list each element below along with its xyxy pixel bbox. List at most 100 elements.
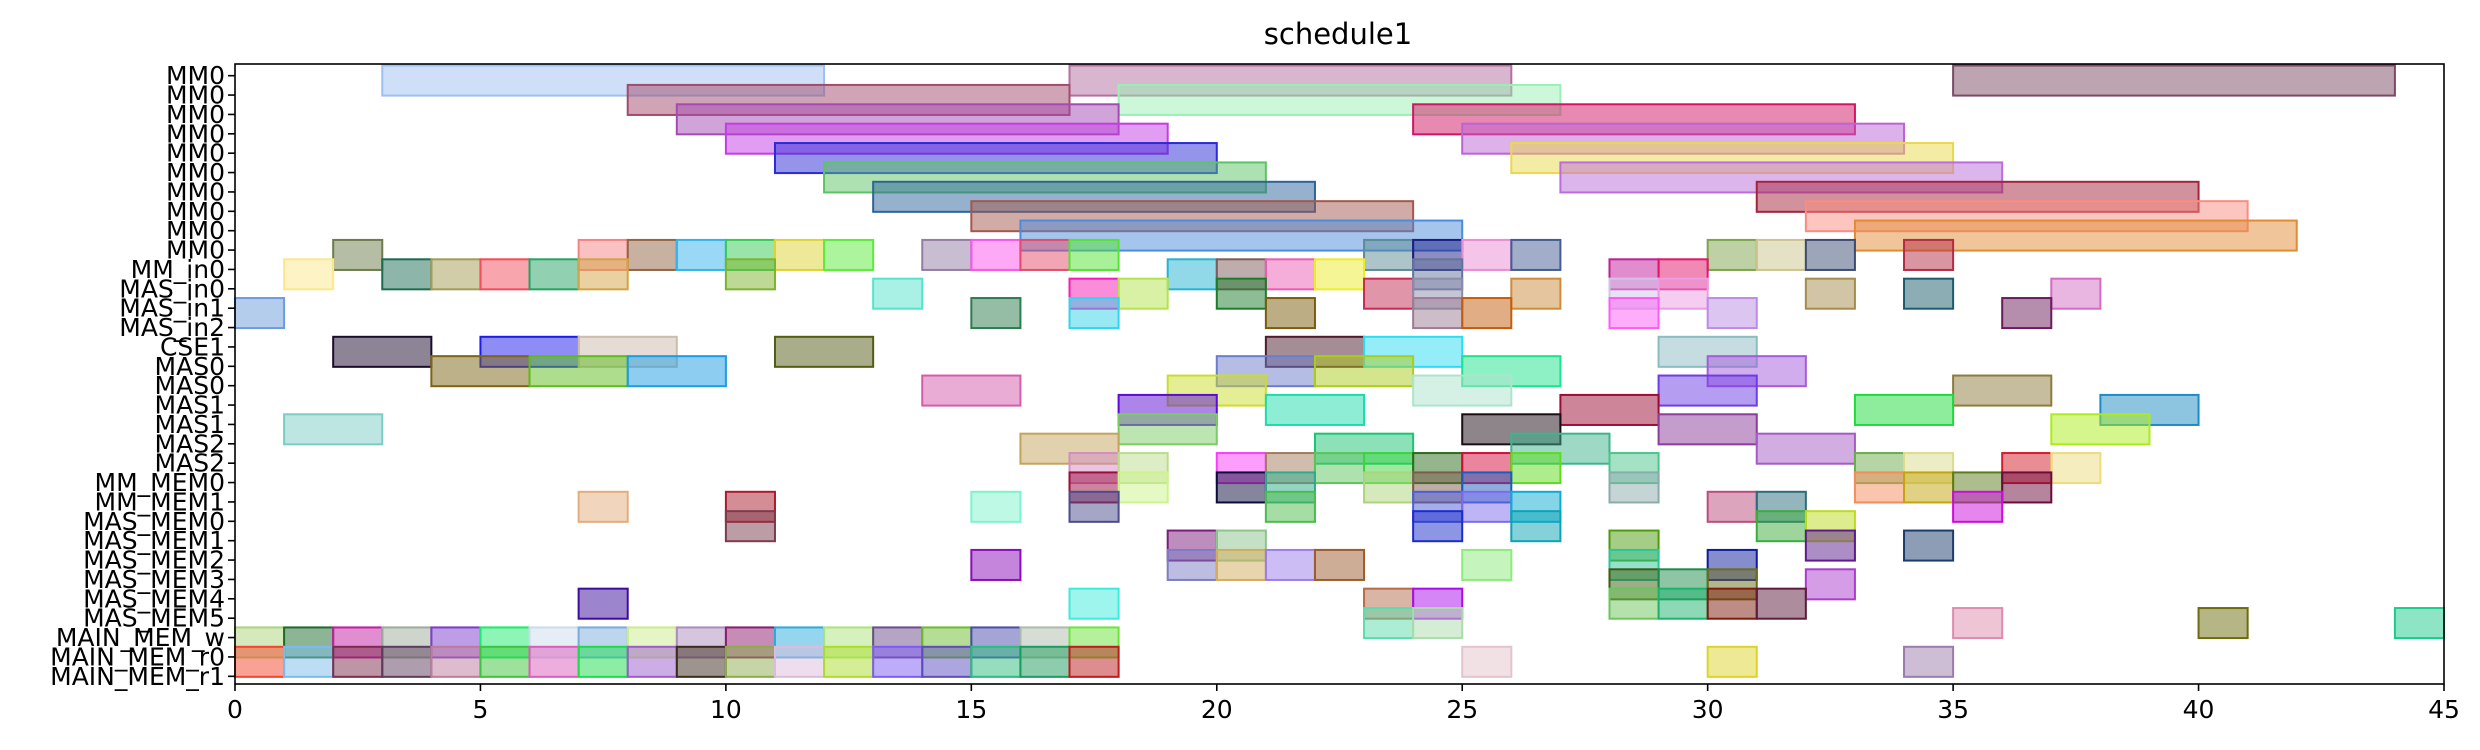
y-tick-label: MAS0 bbox=[155, 371, 225, 400]
task-bar bbox=[2393, 607, 2446, 640]
task-bar bbox=[872, 645, 924, 678]
task-bar bbox=[332, 335, 433, 368]
y-tick-label: MM0 bbox=[166, 119, 225, 148]
task-bar bbox=[970, 297, 1022, 330]
task-bar bbox=[970, 548, 1022, 581]
task-bar bbox=[1264, 548, 1316, 581]
task-bar bbox=[234, 297, 286, 330]
task-bar bbox=[921, 374, 1022, 407]
task-bar bbox=[1952, 374, 2053, 407]
task-bar bbox=[1657, 413, 1758, 446]
task-bar bbox=[528, 645, 580, 678]
task-bar bbox=[1755, 510, 1807, 543]
task-bar bbox=[1117, 277, 1169, 310]
y-axis: MM0MM0MM0MM0MM0MM0MM0MM0MM0MM0MM_in0MAS_… bbox=[50, 61, 235, 691]
task-bar bbox=[2050, 413, 2151, 446]
y-tick-label: MM_in0 bbox=[131, 255, 225, 284]
y-tick-label: MAS_in2 bbox=[119, 313, 225, 342]
task-bar bbox=[332, 645, 384, 678]
y-tick-label: MAS1 bbox=[155, 391, 225, 420]
x-tick-label: 30 bbox=[1692, 695, 1724, 724]
task-bar bbox=[1068, 587, 1120, 620]
x-axis: 0 5 10 15 20 25 30 35 40 45 bbox=[227, 684, 2460, 724]
task-bar bbox=[1903, 645, 1955, 678]
y-tick-label: MM_MEM1 bbox=[95, 487, 225, 516]
task-bar bbox=[1510, 238, 1562, 271]
task-bar bbox=[2001, 297, 2053, 330]
task-bar bbox=[1264, 297, 1316, 330]
task-bar bbox=[1952, 64, 2396, 97]
task-bar bbox=[1853, 471, 1906, 504]
y-tick-label: MAS_MEM2 bbox=[83, 546, 225, 575]
task-bar bbox=[1706, 490, 1758, 523]
y-tick-label: MM_MEM0 bbox=[95, 468, 225, 497]
task-bar bbox=[773, 645, 826, 678]
task-bar bbox=[1657, 374, 1758, 407]
task-bar bbox=[1363, 277, 1415, 310]
task-bar bbox=[1412, 297, 1464, 330]
task-bar bbox=[773, 335, 875, 368]
task-bar bbox=[283, 413, 384, 446]
x-tick-label: 0 bbox=[227, 695, 243, 724]
task-bar bbox=[1264, 393, 1366, 426]
y-tick-label: MM0 bbox=[166, 100, 225, 129]
task-bar bbox=[1412, 510, 1464, 543]
task-bar bbox=[1755, 587, 1807, 620]
task-bar bbox=[724, 645, 776, 678]
y-tick-label: MAS0 bbox=[155, 352, 225, 381]
task-bar bbox=[1019, 238, 1071, 271]
y-tick-label: MAS_MEM3 bbox=[83, 565, 225, 594]
y-tick-label: MAS_MEM1 bbox=[83, 526, 225, 555]
task-bar bbox=[724, 258, 776, 291]
x-tick-label: 5 bbox=[472, 695, 488, 724]
task-bar bbox=[921, 645, 973, 678]
task-bar bbox=[332, 238, 384, 271]
task-bar bbox=[1608, 471, 1660, 504]
task-bar bbox=[1412, 374, 1513, 407]
task-bar bbox=[1313, 452, 1366, 485]
task-bar bbox=[577, 587, 629, 620]
task-bar bbox=[1264, 490, 1316, 523]
x-tick-label: 15 bbox=[955, 695, 987, 724]
y-tick-label: MAIN_MEM_w bbox=[56, 623, 225, 652]
x-tick-label: 45 bbox=[2428, 695, 2460, 724]
y-tick-label: MAS_MEM0 bbox=[83, 507, 225, 536]
task-bar bbox=[1117, 413, 1218, 446]
task-bar bbox=[1461, 548, 1513, 581]
y-tick-label: MAS2 bbox=[155, 429, 225, 458]
task-bar bbox=[283, 645, 335, 678]
task-bar bbox=[823, 645, 875, 678]
y-tick-label: MM0 bbox=[166, 177, 225, 206]
task-bar bbox=[675, 238, 727, 271]
task-bar bbox=[430, 355, 531, 388]
task-bar bbox=[1903, 277, 1955, 310]
task-bar bbox=[1215, 548, 1267, 581]
task-bar bbox=[1068, 645, 1120, 678]
task-bar bbox=[1853, 393, 1955, 426]
task-bar bbox=[528, 355, 629, 388]
task-bar bbox=[1510, 277, 1562, 310]
task-bar bbox=[234, 645, 286, 678]
task-bar bbox=[1166, 258, 1218, 291]
task-bar bbox=[1706, 645, 1758, 678]
task-bar bbox=[381, 64, 826, 97]
task-bar bbox=[430, 258, 482, 291]
y-tick-label: MM0 bbox=[166, 236, 225, 265]
task-bar bbox=[1019, 645, 1071, 678]
y-tick-label: MAIN_MEM_r0 bbox=[50, 642, 225, 671]
task-bar bbox=[1657, 587, 1709, 620]
task-bar bbox=[577, 258, 629, 291]
x-tick-label: 20 bbox=[1201, 695, 1233, 724]
y-tick-label: MAS_in1 bbox=[119, 294, 225, 323]
task-bar bbox=[872, 277, 924, 310]
task-bar bbox=[479, 645, 531, 678]
task-bar bbox=[1461, 238, 1513, 271]
y-tick-label: MM0 bbox=[166, 139, 225, 168]
y-tick-label: MAS_MEM4 bbox=[83, 584, 225, 613]
y-tick-label: MM0 bbox=[166, 197, 225, 226]
plot-frame bbox=[234, 63, 2445, 685]
task-bar bbox=[1313, 258, 1366, 291]
task-bars bbox=[234, 64, 2446, 678]
task-bar bbox=[1804, 568, 1856, 601]
